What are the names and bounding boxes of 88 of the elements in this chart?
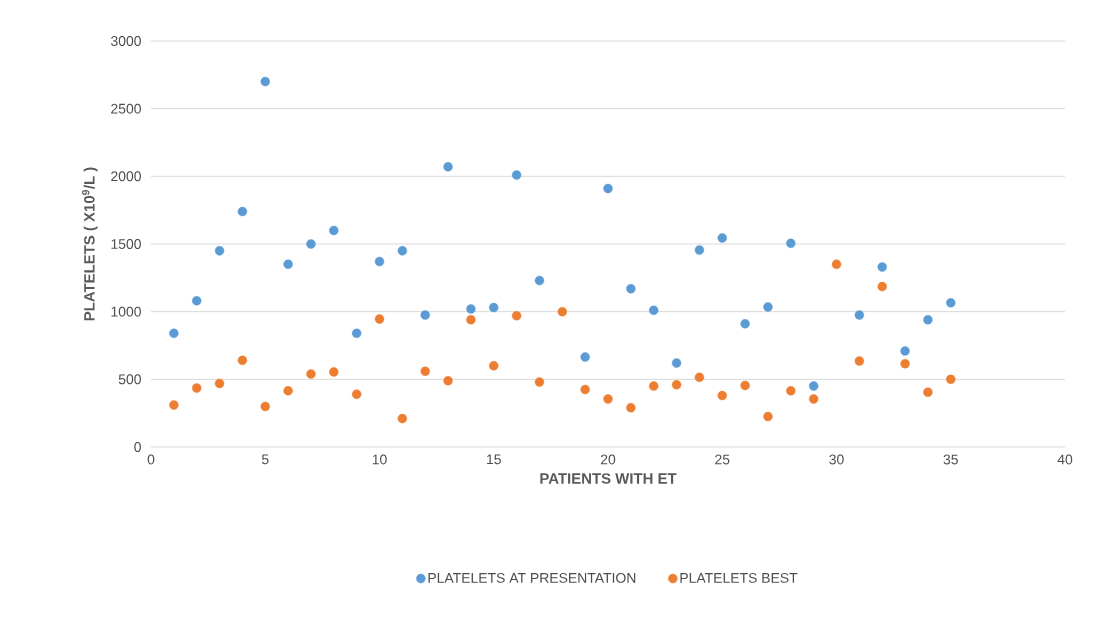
point [763, 302, 773, 312]
x-tick-label: 40 [1057, 454, 1073, 465]
y-tick-label: 1000 [111, 306, 141, 317]
y-tick-label: 2500 [111, 103, 141, 114]
y-tick-label: 1500 [111, 239, 141, 249]
point [580, 352, 590, 362]
point [351, 389, 362, 399]
y-tick-label: 0 [134, 442, 141, 452]
point [283, 386, 293, 396]
point [329, 367, 339, 377]
y-tick-label: 2000 [111, 171, 141, 182]
y-axis-title: PLATELETS ( X10$^{9}$/L ) [82, 167, 98, 321]
point [420, 366, 430, 376]
point [237, 355, 248, 366]
point [420, 310, 430, 320]
point [214, 246, 225, 256]
point [877, 262, 887, 272]
x-tick-label: 5 [261, 454, 269, 465]
point [808, 381, 819, 391]
legend-label: PLATELETS AT PRESENTATION [428, 572, 636, 583]
point [923, 387, 933, 397]
point [946, 298, 956, 308]
point [763, 411, 773, 422]
x-tick-label: 0 [147, 454, 155, 465]
x-tick-label: 20 [600, 454, 616, 465]
point [603, 183, 613, 194]
point [740, 319, 750, 329]
point [900, 346, 910, 356]
point [671, 380, 682, 390]
point [489, 361, 499, 371]
point [397, 413, 408, 424]
point [192, 296, 202, 306]
x-tick-label: 10 [372, 454, 387, 465]
point [511, 311, 522, 321]
point [808, 394, 819, 404]
point [214, 378, 225, 389]
point [283, 259, 293, 269]
point [306, 369, 316, 379]
point [466, 315, 476, 325]
point [717, 390, 727, 401]
point [831, 259, 842, 269]
point [923, 315, 933, 325]
point [649, 305, 659, 315]
point [443, 162, 453, 172]
point [946, 374, 956, 385]
y-tick-label: 3000 [110, 36, 141, 46]
point [466, 304, 476, 314]
point [260, 76, 270, 87]
point [397, 246, 408, 256]
point [192, 383, 202, 393]
point [900, 359, 910, 369]
point [854, 356, 865, 366]
point [534, 275, 545, 286]
point [854, 310, 865, 320]
y-tick-label: 500 [118, 374, 141, 385]
x-tick-label: 35 [943, 454, 958, 465]
point [306, 239, 316, 249]
point [169, 328, 179, 339]
point [534, 377, 545, 387]
point [649, 381, 659, 391]
x-tick-label: 25 [715, 454, 730, 465]
point [374, 256, 385, 267]
point [694, 372, 705, 382]
point [603, 394, 613, 404]
point [169, 400, 179, 410]
point [557, 306, 568, 317]
point [786, 238, 796, 249]
point [374, 314, 385, 324]
point [580, 384, 590, 395]
point [511, 170, 522, 180]
point [671, 358, 682, 368]
point [717, 233, 727, 243]
point [626, 283, 636, 294]
point [329, 225, 339, 236]
x-tick-label: 15 [487, 454, 501, 465]
point [260, 401, 270, 412]
point [786, 386, 796, 396]
x-tick-label: 30 [829, 454, 844, 465]
legend-label: PLATELETS BEST [680, 572, 798, 583]
point [351, 328, 362, 339]
point [443, 375, 453, 386]
point [877, 281, 887, 292]
point [626, 403, 636, 413]
point [489, 302, 499, 313]
x-axis-title: PATIENTS WITH ET [540, 473, 677, 484]
point [694, 245, 705, 255]
point [740, 380, 750, 391]
point [237, 206, 248, 217]
